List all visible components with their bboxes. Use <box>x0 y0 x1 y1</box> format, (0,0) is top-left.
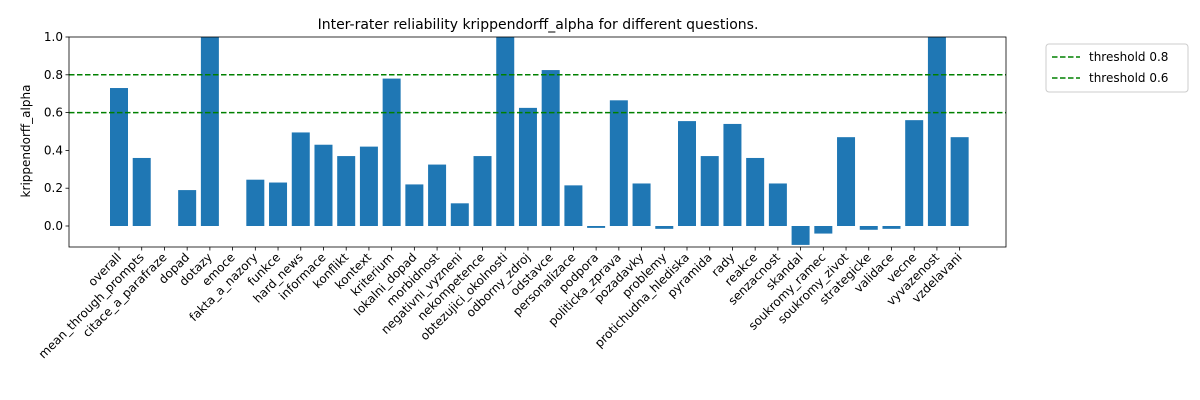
bar-politicka_zprava <box>609 100 628 226</box>
bar-vecne <box>905 120 924 226</box>
plot-frame <box>68 36 1007 248</box>
bar-dotazy <box>200 37 219 226</box>
bar-vyvazenost <box>927 37 946 226</box>
y-tick-label: 0.4 <box>44 143 63 157</box>
bar-negativni_vyzneni <box>450 203 469 226</box>
bar-pyramida <box>700 156 719 226</box>
y-tick-label: 0.0 <box>44 219 63 233</box>
bar-senzacnost <box>768 183 787 226</box>
legend-box <box>1045 43 1189 93</box>
plot-area: 0.00.20.40.60.81.0overallmean_through_pr… <box>36 30 1007 361</box>
bar-informace <box>314 144 333 226</box>
bar-hard_news <box>291 132 310 226</box>
legend: threshold 0.8 threshold 0.6 <box>1045 43 1189 93</box>
bar-validace <box>882 226 901 229</box>
bar-vzdelavani <box>950 137 969 226</box>
bar-fakta_a_nazory <box>246 179 265 226</box>
bar-odstavce <box>541 70 560 226</box>
legend-label-1: threshold 0.6 <box>1089 71 1168 85</box>
bar-odborny_zdroj <box>518 107 537 226</box>
y-tick-label: 1.0 <box>44 30 63 44</box>
chart-title: Inter-rater reliability krippendorff_alp… <box>318 17 759 33</box>
bar-nekompetence <box>473 156 492 226</box>
x-tick-label-mean_through_prompts: mean_through_prompts <box>36 250 147 361</box>
legend-label-0: threshold 0.8 <box>1089 50 1168 64</box>
bar-skandal <box>791 226 810 245</box>
y-tick-label: 0.6 <box>44 106 63 120</box>
bar-strategicke <box>859 226 878 230</box>
bar-podpora <box>587 226 606 228</box>
bar-personalizace <box>564 185 583 226</box>
bar-morbidnost <box>428 164 447 226</box>
bar-reakce <box>746 157 765 226</box>
bar-funkce <box>269 182 288 226</box>
y-axis-label: krippendorff_alpha <box>19 85 33 198</box>
y-tick-label: 0.2 <box>44 181 63 195</box>
bar-obtezujici_okolnosti <box>496 37 515 226</box>
y-tick-label: 0.8 <box>44 68 63 82</box>
bar-overall <box>110 88 128 226</box>
bar-konflikt <box>337 156 356 226</box>
bar-lokalni_dopad <box>405 184 424 226</box>
bar-kontext <box>359 146 378 226</box>
bar-dopad <box>178 190 197 226</box>
bar-rady <box>723 123 742 226</box>
bar-problemy <box>655 226 674 229</box>
bar-mean_through_prompts <box>132 157 151 226</box>
bar-kriterium <box>382 78 401 226</box>
bar-soukromy_ramec <box>814 226 833 234</box>
bar-protichudna_hlediska <box>678 121 696 226</box>
bar-soukromy_zivot <box>837 137 856 226</box>
bar-pozadavky <box>632 183 651 226</box>
